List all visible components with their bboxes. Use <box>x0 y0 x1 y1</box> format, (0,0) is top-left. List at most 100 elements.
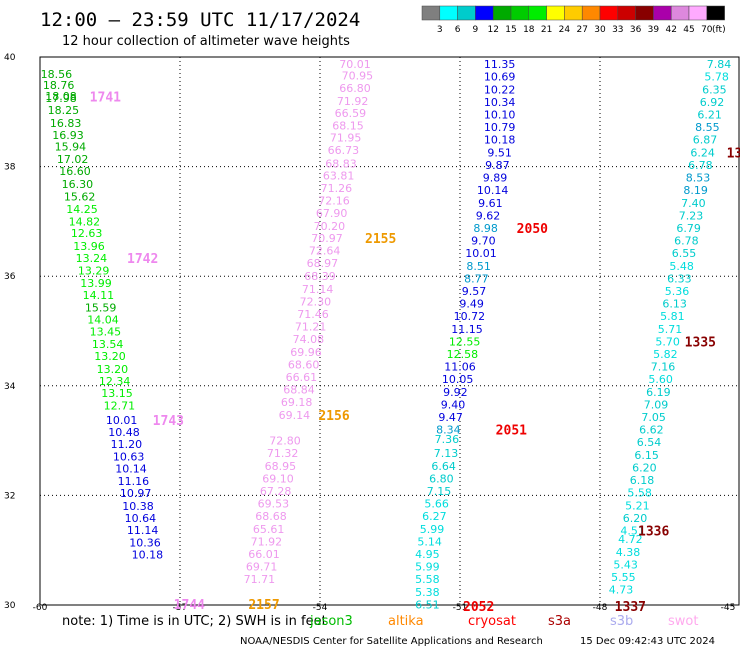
satellite-legend-item: jason3 <box>309 614 353 629</box>
wave-height-label: 12.63 <box>71 227 103 240</box>
wave-height-label: 68.97 <box>307 257 339 270</box>
pass-label: 1334 <box>727 146 740 161</box>
wave-height-label: 7.16 <box>651 361 676 374</box>
wave-height-label: 6.33 <box>667 272 692 285</box>
wave-height-label: 8.55 <box>695 121 720 134</box>
wave-height-label: 6.20 <box>623 512 648 525</box>
wave-height-label: 68.15 <box>332 120 364 133</box>
legend-swatch <box>421 5 441 21</box>
legend-swatch <box>492 5 512 21</box>
wave-height-label: 5.48 <box>669 260 694 273</box>
wave-height-label: 6.80 <box>429 472 454 485</box>
pass-label: 1337 <box>615 600 646 615</box>
pass-label: 2157 <box>248 598 279 613</box>
wave-height-label: 9.57 <box>462 285 487 298</box>
chart-subtitle: 12 hour collection of altimeter wave hei… <box>62 34 350 49</box>
legend-swatch <box>653 5 672 21</box>
wave-height-label: 16.93 <box>52 129 84 142</box>
wave-height-label: 70.20 <box>314 220 346 233</box>
wave-height-label: 10.72 <box>454 310 486 323</box>
wave-height-labels: 18.5618.7618.0817.9818.2516.8316.9315.94… <box>41 58 732 611</box>
legend-swatch <box>546 5 565 21</box>
legend-label: 42 <box>665 25 676 35</box>
wave-height-label: 10.14 <box>115 463 147 476</box>
x-tick-label: -57 <box>173 603 188 613</box>
legend-swatch <box>510 5 530 21</box>
wave-height-label: 71.95 <box>330 132 362 145</box>
x-axis-ticks: -60 -57 -54 -51 -48 -45 <box>33 603 736 613</box>
wave-height-label: 6.24 <box>690 146 715 159</box>
wave-height-label: 69.71 <box>246 561 278 574</box>
plot-frame <box>39 56 740 606</box>
legend-label: 24 <box>559 25 571 35</box>
legend-label: 6 <box>455 25 461 35</box>
wave-height-label: 10.79 <box>484 121 516 134</box>
wave-height-label: 13.54 <box>92 338 124 351</box>
wave-height-label: 15.94 <box>55 140 87 153</box>
wave-height-label: 6.51 <box>415 598 440 611</box>
footer-timestamp: 15 Dec 09:42:43 UTC 2024 <box>580 636 715 647</box>
wave-height-label: 12.58 <box>447 348 479 361</box>
legend-label: 12 <box>487 25 498 35</box>
wave-height-label: 66.61 <box>286 371 318 384</box>
wave-height-label: 5.70 <box>655 335 680 348</box>
wave-height-label: 16.83 <box>50 117 82 130</box>
legend-swatch <box>564 5 583 21</box>
pass-label: 1742 <box>127 252 158 267</box>
wave-height-label: 71.26 <box>321 182 353 195</box>
wave-height-label: 4.95 <box>415 548 440 561</box>
wave-height-label: 9.92 <box>443 386 468 399</box>
wave-height-label: 10.18 <box>484 134 516 147</box>
wave-height-label: 6.18 <box>630 474 655 487</box>
plot-area <box>39 56 740 606</box>
legend-label: 70 <box>701 25 713 35</box>
wave-height-label: 68.95 <box>265 460 297 473</box>
wave-height-label: 14.11 <box>83 289 115 302</box>
wave-height-label: 6.13 <box>662 298 687 311</box>
wave-height-label: 8.53 <box>686 172 711 185</box>
wave-height-label: 4.38 <box>616 546 641 559</box>
wave-height-label: 5.60 <box>648 373 673 386</box>
legend-swatch <box>599 5 619 21</box>
satellite-legend-item: s3a <box>548 614 571 629</box>
wave-height-label: 7.15 <box>427 485 452 498</box>
wave-height-label: 18.25 <box>48 104 80 117</box>
satellite-legend: jason3 altika cryosat s3a s3b swot <box>309 614 698 629</box>
wave-height-label: 6.64 <box>431 460 456 473</box>
wave-height-label: 10.36 <box>129 537 161 550</box>
wave-height-label: 8.51 <box>466 260 491 273</box>
wave-height-label: 10.18 <box>132 549 164 562</box>
wave-height-label: 15.62 <box>64 191 96 204</box>
wave-height-label: 6.15 <box>634 449 659 462</box>
wave-height-label: 13.15 <box>101 387 133 400</box>
wave-height-label: 13.20 <box>94 350 126 363</box>
wave-height-label: 10.14 <box>477 184 509 197</box>
wave-height-label: 15.59 <box>85 301 117 314</box>
wave-height-label: 6.54 <box>637 436 662 449</box>
wave-height-label: 11.06 <box>444 361 476 374</box>
wave-height-label: 74.08 <box>293 333 325 346</box>
wave-height-label: 9.47 <box>438 411 463 424</box>
wave-height-label: 10.38 <box>122 500 154 513</box>
pass-label: 1336 <box>638 524 669 539</box>
wave-height-label: 9.70 <box>471 235 496 248</box>
wave-height-label: 8.34 <box>436 424 461 437</box>
wave-height-label: 6.35 <box>702 83 727 96</box>
pass-label: 1743 <box>153 414 184 429</box>
wave-height-label: 5.38 <box>415 586 440 599</box>
y-tick-label: 40 <box>4 53 16 63</box>
wave-height-label: 68.60 <box>288 358 320 371</box>
wave-height-label: 6.78 <box>688 159 713 172</box>
wave-height-label: 66.01 <box>248 548 280 561</box>
legend-label: 33 <box>612 25 623 35</box>
wave-height-label: 66.59 <box>335 107 367 120</box>
wave-height-label: 10.69 <box>484 71 516 84</box>
wave-height-label: 7.23 <box>679 209 704 222</box>
wave-height-label: 18.08 <box>45 90 77 103</box>
x-tick-label: -60 <box>33 603 48 613</box>
wave-height-label: 8.19 <box>683 184 708 197</box>
pass-label: 2050 <box>517 222 548 237</box>
legend-swatch <box>617 5 636 21</box>
wave-height-label: 4.73 <box>609 584 634 597</box>
legend-label: 27 <box>576 25 587 35</box>
